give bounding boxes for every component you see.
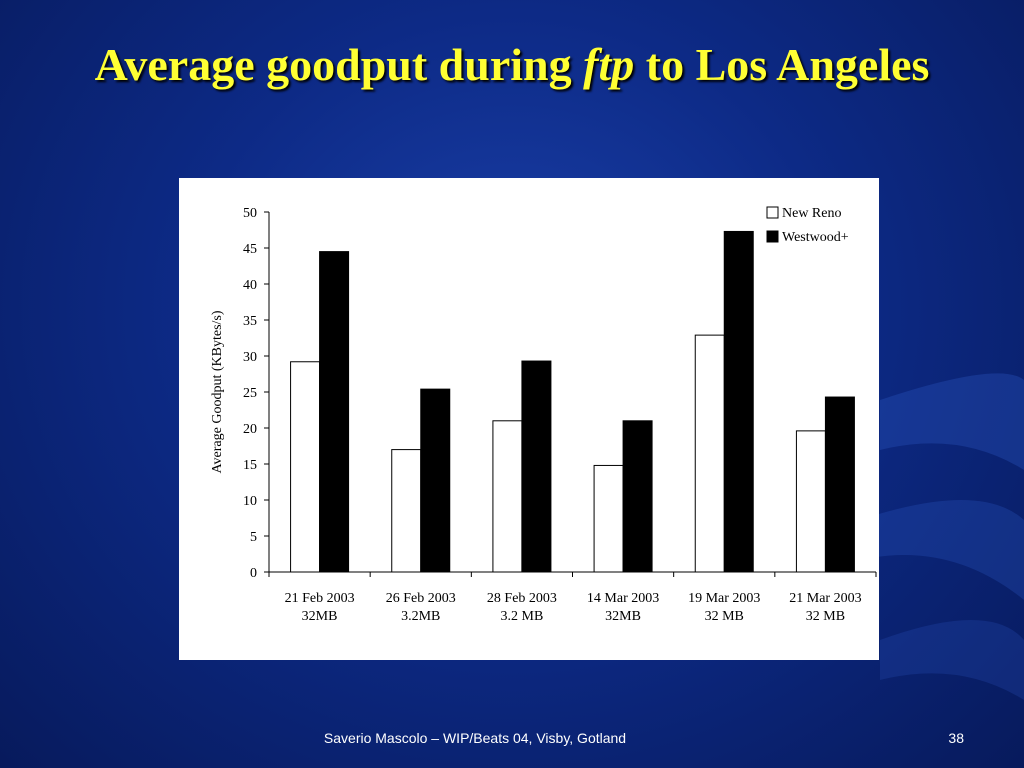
y-tick-label: 30 bbox=[243, 350, 257, 365]
x-tick-label: 26 Feb 2003 bbox=[386, 591, 456, 606]
bar-westwood--0 bbox=[319, 251, 350, 573]
y-tick-label: 50 bbox=[243, 206, 257, 221]
y-tick-label: 20 bbox=[243, 422, 257, 437]
legend-label: New Reno bbox=[782, 206, 842, 221]
legend-swatch bbox=[766, 230, 779, 243]
page-number: 38 bbox=[948, 730, 964, 746]
title-italic: ftp bbox=[583, 39, 635, 90]
bar-new-reno-2 bbox=[492, 420, 523, 573]
x-tick-label: 21 Feb 2003 bbox=[285, 591, 355, 606]
x-tick-label: 3.2MB bbox=[401, 609, 440, 624]
bar-new-reno-4 bbox=[694, 334, 725, 573]
bar-new-reno-1 bbox=[391, 449, 422, 573]
slide-title: Average goodput during ftp to Los Angele… bbox=[60, 38, 964, 92]
y-tick-label: 10 bbox=[243, 494, 257, 509]
bar-new-reno-5 bbox=[795, 430, 826, 573]
footer-text: Saverio Mascolo – WIP/Beats 04, Visby, G… bbox=[323, 730, 627, 746]
x-tick-label: 21 Mar 2003 bbox=[789, 591, 861, 606]
y-tick-label: 25 bbox=[243, 386, 257, 401]
x-tick-label: 32MB bbox=[605, 609, 641, 624]
x-tick-label: 32MB bbox=[302, 609, 338, 624]
x-tick-label: 32 MB bbox=[705, 609, 744, 624]
bar-westwood--4 bbox=[723, 230, 754, 573]
chart-panel: 0 5 10 15 20 25 30 35 40 45 50 Average Goodput (KBy… bbox=[179, 178, 879, 660]
y-tick-label: 35 bbox=[243, 314, 257, 329]
bar-westwood--5 bbox=[824, 396, 855, 573]
bar-westwood--2 bbox=[521, 360, 552, 573]
y-tick-label: 5 bbox=[250, 530, 257, 545]
goodput-bar-chart: 0 5 10 15 20 25 30 35 40 45 50 Average Goodput (KBy… bbox=[210, 206, 877, 624]
x-tick-label: 28 Feb 2003 bbox=[487, 591, 557, 606]
title-part-1: Average goodput during bbox=[94, 39, 584, 90]
bar-westwood--1 bbox=[420, 388, 451, 573]
y-tick-label: 0 bbox=[250, 566, 257, 581]
bar-westwood--3 bbox=[622, 420, 653, 573]
bar-new-reno-0 bbox=[290, 361, 321, 573]
legend-swatch bbox=[766, 206, 779, 219]
x-tick-label: 3.2 MB bbox=[501, 609, 544, 624]
title-part-2: to Los Angeles bbox=[634, 39, 930, 90]
x-tick-label: 32 MB bbox=[806, 609, 845, 624]
y-tick-label: 40 bbox=[243, 278, 257, 293]
x-tick-label: 14 Mar 2003 bbox=[587, 591, 659, 606]
y-tick-label: 45 bbox=[243, 242, 257, 257]
legend-label: Westwood+ bbox=[782, 230, 849, 245]
x-tick-label: 19 Mar 2003 bbox=[688, 591, 760, 606]
y-axis-label: Average Goodput (KBytes/s) bbox=[210, 310, 225, 473]
bar-new-reno-3 bbox=[593, 464, 624, 573]
y-tick-label: 15 bbox=[243, 458, 257, 473]
